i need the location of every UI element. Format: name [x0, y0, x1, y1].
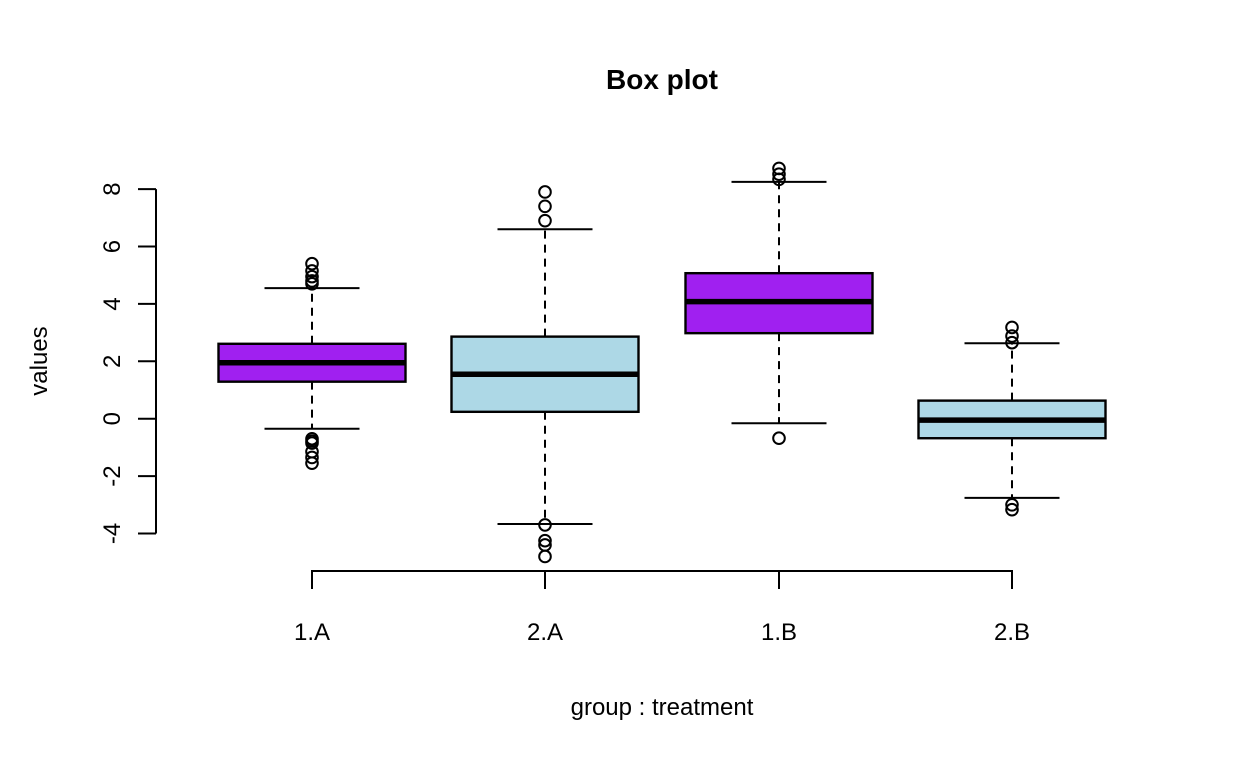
outlier-point — [1005, 502, 1019, 517]
outlier-point — [538, 533, 552, 548]
y-tick-label: 4 — [99, 297, 126, 310]
box-2.B — [917, 320, 1107, 517]
outlier-point — [305, 264, 319, 278]
outlier-point — [305, 277, 319, 291]
outlier-point — [538, 185, 552, 199]
outlier-point — [305, 456, 319, 470]
y-axis: -4 -2 0 2 4 6 8 — [99, 182, 157, 544]
x-axis: 1.A 2.A 1.B 2.B — [294, 570, 1030, 646]
x-tick-label: 1.A — [294, 619, 330, 646]
chart-title: Box plot — [606, 64, 718, 95]
outlier-point — [1005, 335, 1019, 350]
y-tick-label: 2 — [99, 355, 126, 368]
outlier-point — [305, 256, 319, 271]
outlier-point — [538, 213, 552, 228]
x-tick-label: 2.A — [527, 619, 563, 646]
outlier-point — [1005, 320, 1019, 335]
outlier-point — [1005, 498, 1019, 512]
outlier-point — [772, 167, 786, 181]
y-tick-label: 8 — [99, 182, 126, 195]
x-tick-label: 2.B — [994, 619, 1030, 646]
outlier-point — [772, 172, 786, 187]
y-tick-label: -2 — [99, 465, 126, 486]
outlier-point — [538, 518, 552, 532]
outlier-point — [305, 269, 319, 284]
y-tick-label: 0 — [99, 412, 126, 425]
box-2.A — [450, 185, 640, 564]
outlier-point — [1005, 329, 1019, 343]
x-tick-label: 1.B — [761, 619, 797, 646]
y-axis-label: values — [26, 326, 53, 396]
y-tick-label: -4 — [99, 523, 126, 544]
outlier-point — [772, 431, 786, 446]
outlier-point — [305, 436, 319, 450]
box-1.B — [684, 161, 874, 446]
outlier-point — [538, 199, 552, 214]
x-axis-label: group : treatment — [570, 694, 754, 721]
box-1.A — [217, 256, 407, 470]
y-tick-label: 6 — [99, 240, 126, 253]
outlier-point — [305, 450, 319, 465]
outlier-point — [538, 549, 552, 564]
